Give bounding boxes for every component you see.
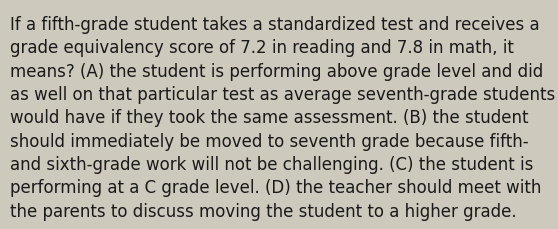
Text: If a fifth-grade student takes a standardized test and receives a
grade equivale: If a fifth-grade student takes a standar… xyxy=(10,16,555,220)
